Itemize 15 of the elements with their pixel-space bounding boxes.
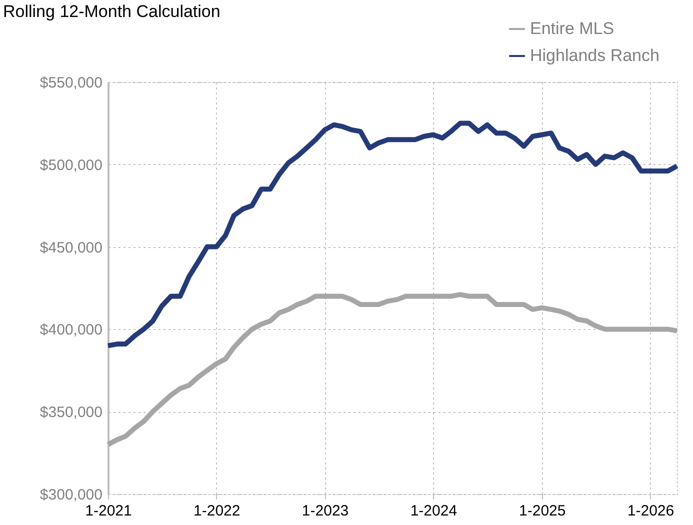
x-tick-label: 1-2025: [519, 502, 566, 520]
y-tick-label: $550,000: [40, 74, 102, 92]
y-tick-label: $300,000: [40, 486, 102, 504]
x-tick-label: 1-2022: [194, 502, 240, 520]
y-tick-label: $500,000: [40, 156, 102, 174]
y-tick-label: $400,000: [40, 322, 102, 339]
chart-title: Rolling 12-Month Calculation: [3, 2, 220, 22]
legend-label: Highlands Ranch: [530, 46, 660, 65]
legend-label: Entire MLS: [530, 19, 614, 38]
y-tick-label: $350,000: [40, 404, 102, 422]
x-tick-label: 1-2026: [627, 502, 674, 520]
x-tick-label: 1-2021: [85, 502, 132, 520]
x-tick-label: 1-2024: [410, 502, 458, 520]
y-tick-label: $450,000: [40, 239, 102, 256]
x-tick-label: 1-2023: [302, 502, 349, 520]
